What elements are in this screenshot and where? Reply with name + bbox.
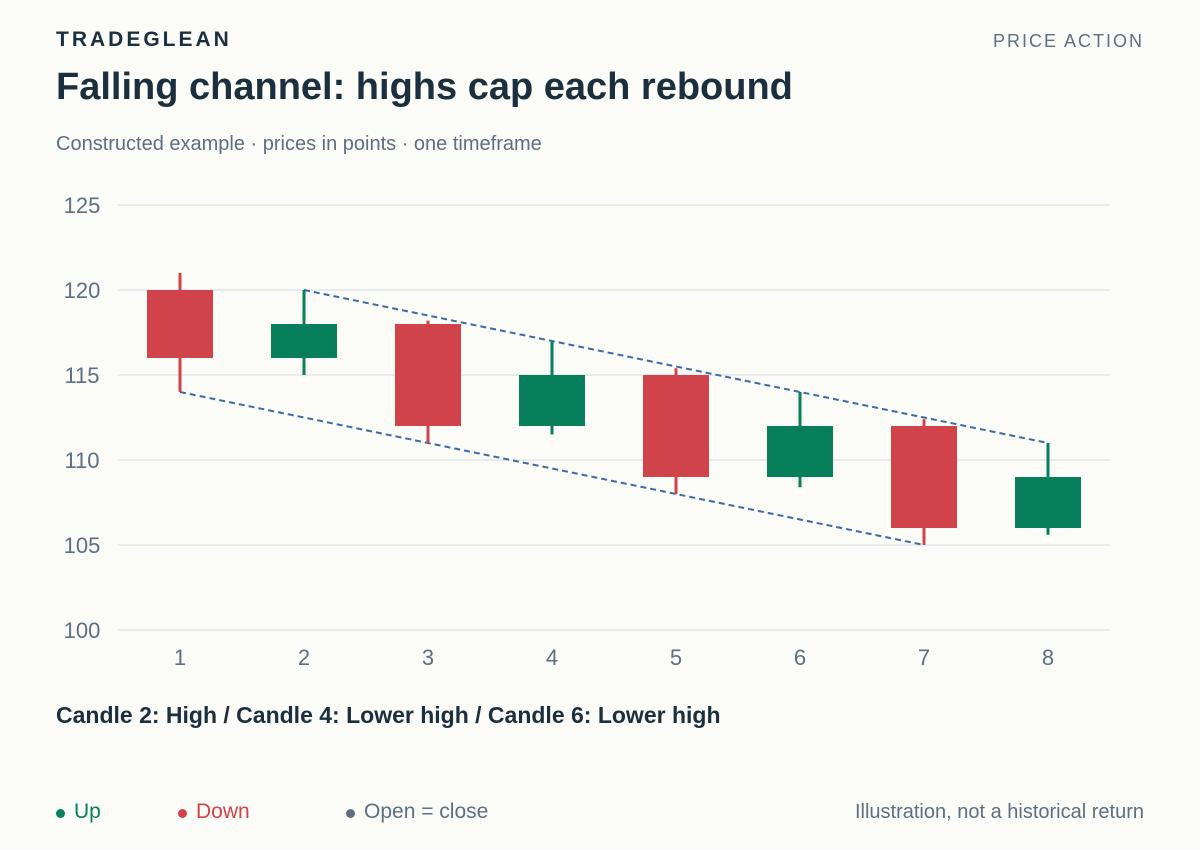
y-tick-label: 120 <box>64 278 101 303</box>
x-tick-label: 6 <box>794 645 806 670</box>
chart-subtitle: Constructed example · prices in points ·… <box>56 133 542 155</box>
chart-title: Falling channel: highs cap each rebound <box>56 66 793 108</box>
flat-dot-icon <box>346 808 355 818</box>
x-tick-label: 3 <box>422 645 434 670</box>
channel-lines <box>179 289 1049 546</box>
legend-up-label: Up <box>74 800 101 823</box>
candle <box>1015 443 1081 535</box>
y-tick-label: 115 <box>64 363 99 388</box>
candle <box>643 368 709 494</box>
y-tick-label: 100 <box>64 618 101 643</box>
y-tick-label: 125 <box>64 193 101 218</box>
y-tick-label: 110 <box>64 448 99 473</box>
legend-down: Down <box>178 800 250 824</box>
down-dot-icon <box>178 808 187 818</box>
candle-body <box>271 324 337 358</box>
legend-flat-label: Open = close <box>364 800 489 823</box>
candle <box>519 341 585 435</box>
legend-flat: Open = close <box>346 800 488 824</box>
candle-body <box>1015 477 1081 528</box>
footnote: Illustration, not a historical return <box>854 801 1144 823</box>
highs-annotation: Candle 2: High / Candle 4: Lower high / … <box>56 702 721 728</box>
legend-up: Up <box>56 800 101 824</box>
candle-body <box>147 290 213 358</box>
channel-upper-line <box>303 289 1049 444</box>
candle <box>891 419 957 545</box>
candle <box>395 320 461 443</box>
candle <box>147 273 213 392</box>
grid-lines <box>118 204 1110 631</box>
candle-body <box>767 426 833 477</box>
candle <box>271 290 337 375</box>
candle-body <box>519 375 585 426</box>
x-tick-label: 7 <box>918 645 930 670</box>
candles <box>147 273 1081 545</box>
x-tick-label: 1 <box>174 645 186 670</box>
brand-logo: TRADEGLEAN <box>56 28 232 51</box>
candle-body <box>643 375 709 477</box>
x-axis-ticks: 1 2 3 4 5 6 7 8 <box>174 645 1054 670</box>
y-axis-ticks: 100 105 110 115 120 125 <box>64 193 101 643</box>
y-tick-label: 105 <box>64 533 101 558</box>
legend-down-label: Down <box>196 800 250 823</box>
x-tick-label: 5 <box>670 645 682 670</box>
x-tick-label: 4 <box>546 645 558 670</box>
x-tick-label: 2 <box>298 645 310 670</box>
candle-body <box>891 426 957 528</box>
channel-lower-line <box>179 391 925 546</box>
section-tag: PRICE ACTION <box>992 31 1144 51</box>
candlestick-chart: 100 105 110 115 120 125 1 2 3 4 5 6 7 8 <box>64 193 1110 670</box>
x-tick-label: 8 <box>1042 645 1054 670</box>
candle <box>767 392 833 488</box>
up-dot-icon <box>56 808 65 818</box>
candle-body <box>395 324 461 426</box>
